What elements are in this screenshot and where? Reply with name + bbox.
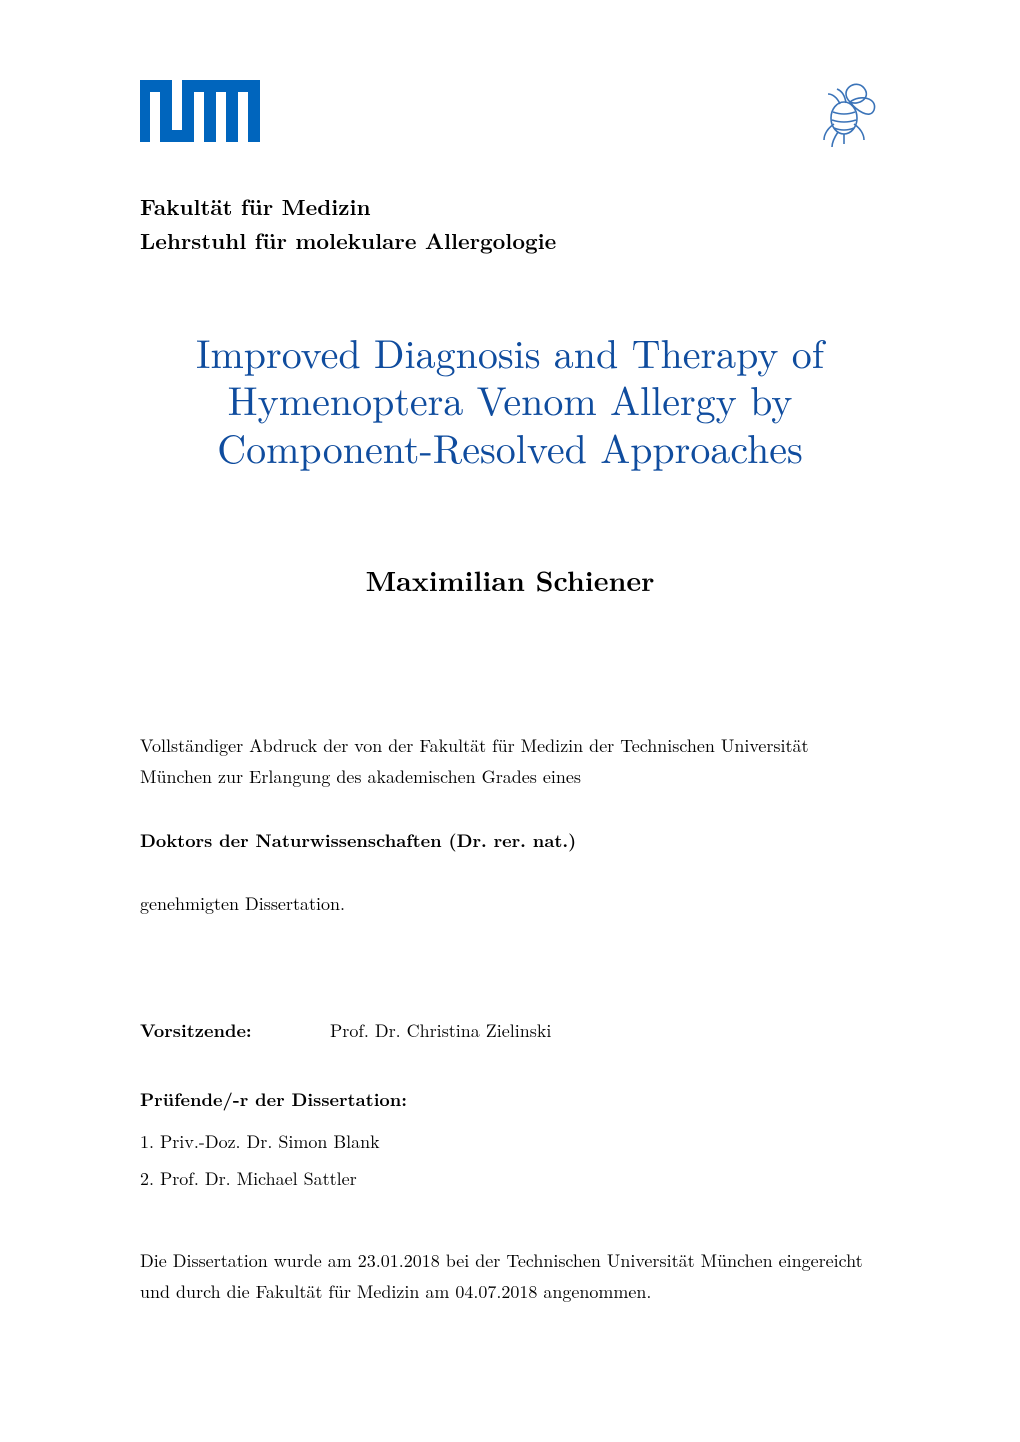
- examiner-2: 2. Prof. Dr. Michael Sattler: [140, 1163, 880, 1195]
- examiners-block: Prüfende/-r der Dissertation: 1. Priv.-D…: [140, 1084, 880, 1195]
- tum-logo: [140, 80, 260, 142]
- degree-line: Doktors der Naturwissenschaften (Dr. rer…: [140, 825, 880, 857]
- submission-acceptance-text: Die Dissertation wurde am 23.01.2018 bei…: [140, 1245, 880, 1308]
- chair-label: Vorsitzende:: [140, 1015, 330, 1047]
- faculty-block: Fakultät für Medizin Lehrstuhl für molek…: [140, 190, 880, 258]
- body-block: Vollständiger Abdruck der von der Fakult…: [140, 730, 880, 1308]
- abstract-paragraph: Vollständiger Abdruck der von der Fakult…: [140, 730, 880, 793]
- chair-row: Vorsitzende: Prof. Dr. Christina Zielins…: [140, 1015, 880, 1047]
- bee-icon: [820, 80, 880, 150]
- title-page: Fakultät für Medizin Lehrstuhl für molek…: [0, 0, 1020, 1442]
- department-name: Lehrstuhl für molekulare Allergologie: [140, 224, 880, 258]
- examiners-heading: Prüfende/-r der Dissertation:: [140, 1084, 880, 1116]
- approved-line: genehmigten Dissertation.: [140, 888, 880, 920]
- faculty-name: Fakultät für Medizin: [140, 190, 880, 224]
- author-name: Maximilian Schiener: [140, 560, 880, 600]
- examiner-1: 1. Priv.-Doz. Dr. Simon Blank: [140, 1126, 880, 1158]
- dissertation-title: Improved Diagnosis and Therapy of Hymeno…: [140, 328, 880, 470]
- logo-row: [140, 80, 880, 150]
- chair-name: Prof. Dr. Christina Zielinski: [330, 1015, 551, 1047]
